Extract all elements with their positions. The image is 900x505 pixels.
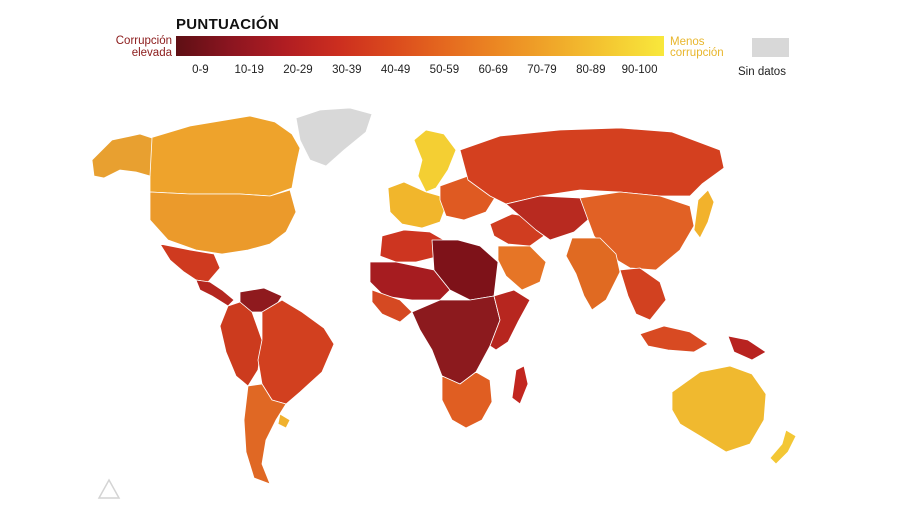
map-region-new-zealand: [769, 429, 797, 465]
map-region-central-asia: [505, 195, 591, 241]
map-region-alaska: [91, 133, 153, 179]
watermark-triangle-icon: [97, 478, 121, 499]
legend-tick-label: 40-49: [380, 64, 411, 76]
map-region-greenland: [295, 107, 373, 167]
map-region-central-africa: [411, 295, 501, 385]
map-region-russia: [459, 127, 725, 205]
map-region-canada: [149, 115, 301, 197]
map-region-south-america-south: [243, 383, 287, 485]
map-region-scandinavia: [413, 129, 457, 193]
map-region-madagascar: [511, 365, 529, 405]
map-region-india: [565, 237, 621, 311]
legend-tick-label: 60-69: [478, 64, 508, 76]
legend-tick-label: 80-89: [576, 64, 606, 76]
legend-tick-label: 20-29: [283, 64, 313, 76]
legend-tick-label: 10-19: [234, 64, 264, 76]
legend-low-label: Corrupción elevada: [115, 35, 172, 59]
legend-high-label: Menos corrupción: [670, 36, 724, 59]
map-region-united-states: [149, 189, 297, 255]
no-data-label: Sin datos: [738, 66, 786, 78]
map-region-brazil: [257, 299, 335, 405]
legend-tick-label: 0-9: [192, 64, 209, 76]
legend-ticks: 0-9 10-19 20-29 30-39 40-49 50-59 60-69 70-79 80…: [176, 64, 664, 76]
no-data-swatch: [752, 38, 789, 57]
map-region-japan: [693, 189, 715, 239]
map-region-southern-africa: [441, 371, 493, 429]
legend-tick-label: 30-39: [332, 64, 362, 76]
legend-title: PUNTUACIÓN: [176, 16, 279, 33]
map-region-uruguay: [277, 413, 291, 429]
legend-tick-label: 70-79: [527, 64, 557, 76]
map-region-australia: [671, 365, 767, 453]
map-region-central-america: [195, 279, 235, 307]
legend-tick-label: 50-59: [429, 64, 460, 76]
map-region-papua: [727, 335, 767, 361]
legend-tick-label: 90-100: [621, 64, 658, 76]
map-region-indonesia: [639, 325, 709, 353]
map-region-south-america-north: [219, 301, 263, 387]
map-region-arabia: [497, 245, 547, 291]
map-region-east-africa: [489, 289, 531, 351]
map-region-southeast-asia: [619, 267, 667, 321]
map-region-west-africa: [371, 289, 413, 323]
legend-scale-bar: [176, 36, 664, 56]
map-region-western-europe: [387, 181, 447, 229]
